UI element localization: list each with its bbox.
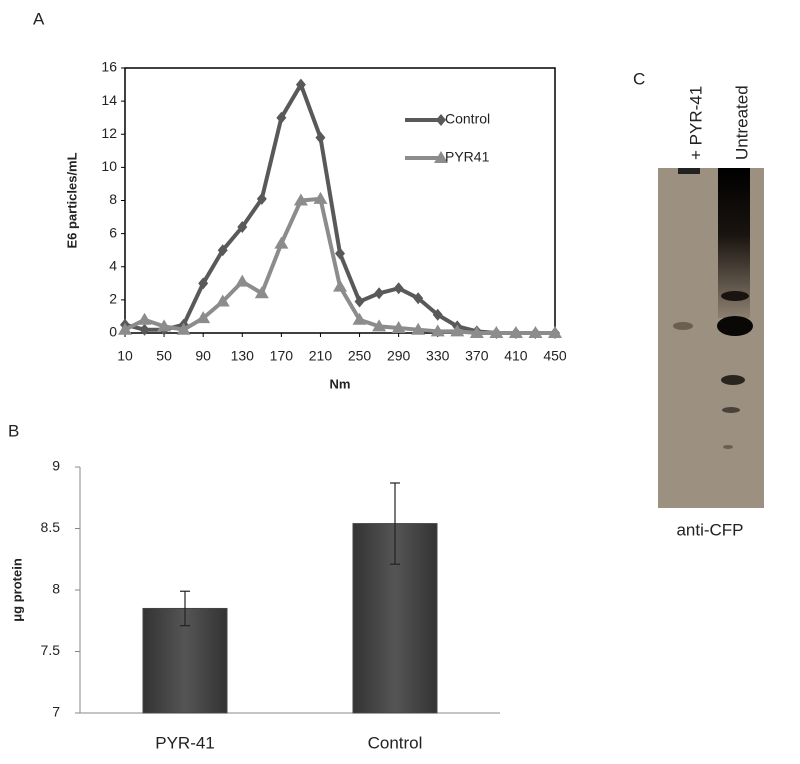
blot [658, 168, 764, 508]
plot-frame [124, 67, 556, 334]
marker [430, 324, 445, 337]
marker [391, 321, 406, 334]
marker [139, 323, 150, 336]
marker [274, 236, 289, 249]
lane-label: Untreated [732, 85, 751, 160]
marker [196, 311, 211, 324]
y-tick-label: 14 [101, 92, 117, 108]
marker [354, 295, 365, 308]
marker [335, 247, 345, 260]
marker [393, 282, 404, 295]
y-tick-label: 7.5 [41, 642, 61, 658]
marker [374, 287, 385, 300]
y-axis-label: E6 particles/mL [64, 152, 79, 248]
marker [508, 326, 523, 338]
blot-band [717, 316, 753, 336]
blot-band [721, 375, 745, 385]
y-tick-label: 8.5 [41, 519, 61, 535]
x-tick-label: 290 [387, 348, 411, 364]
marker [176, 322, 191, 335]
y-tick-label: 7 [52, 704, 60, 720]
x-tick-label: 130 [231, 348, 255, 364]
y-tick-label: 10 [101, 158, 117, 174]
marker [256, 192, 267, 205]
marker [313, 191, 328, 204]
marker [237, 221, 248, 233]
marker [469, 326, 484, 338]
marker [372, 319, 387, 332]
marker [157, 319, 172, 332]
legend-marker [436, 114, 446, 126]
marker [528, 326, 543, 338]
x-tick-label: 50 [156, 348, 172, 364]
x-tick-label: 330 [426, 348, 450, 364]
y-tick-label: 4 [109, 257, 117, 273]
y-tick-label: 9 [52, 458, 60, 474]
blot-band [722, 407, 740, 413]
y-axis-label: μg protein [9, 558, 24, 622]
marker [413, 292, 424, 305]
x-tick-label: 370 [465, 348, 489, 364]
legend-label: Control [445, 111, 490, 127]
series-line [124, 82, 555, 335]
x-axis-label: Nm [330, 376, 351, 391]
x-tick-label: 170 [270, 348, 294, 364]
marker [293, 193, 308, 206]
blot-band [723, 445, 733, 449]
marker [333, 279, 347, 292]
x-tick-label: 10 [117, 348, 133, 364]
blot-label: anti-CFP [676, 520, 743, 539]
y-tick-label: 8 [109, 191, 117, 207]
legend-label: PYR41 [445, 149, 490, 165]
y-tick-label: 12 [101, 125, 117, 141]
x-tick-label: 250 [348, 348, 372, 364]
marker [548, 326, 562, 338]
panel-label: C [633, 69, 645, 88]
x-tick-label: 450 [543, 348, 567, 364]
blot-band [678, 168, 700, 174]
marker [137, 312, 152, 325]
panel-label: A [33, 9, 45, 28]
marker [411, 322, 426, 335]
blot-band [673, 322, 693, 330]
y-tick-label: 2 [109, 291, 117, 307]
lane-label: + PYR-41 [686, 86, 705, 160]
x-tick-label: 210 [309, 348, 333, 364]
marker [215, 294, 230, 307]
blot-band [721, 291, 749, 301]
marker [198, 277, 209, 290]
y-tick-label: 0 [109, 324, 117, 340]
y-tick-label: 6 [109, 224, 117, 240]
marker [315, 131, 326, 144]
x-tick-label: Control [368, 733, 423, 752]
x-tick-label: 410 [504, 348, 528, 364]
marker [276, 111, 287, 124]
marker [432, 308, 443, 321]
marker [118, 322, 132, 335]
marker [489, 326, 504, 338]
x-tick-label: PYR-41 [155, 733, 215, 752]
marker [254, 286, 269, 299]
panel-label: B [8, 421, 19, 440]
x-tick-label: 90 [195, 348, 211, 364]
marker [450, 324, 465, 337]
marker [352, 312, 367, 325]
y-tick-label: 16 [101, 59, 117, 75]
legend-marker [434, 151, 448, 163]
marker [295, 78, 306, 91]
y-tick-label: 8 [52, 581, 60, 597]
marker [235, 274, 250, 287]
marker [217, 244, 228, 257]
